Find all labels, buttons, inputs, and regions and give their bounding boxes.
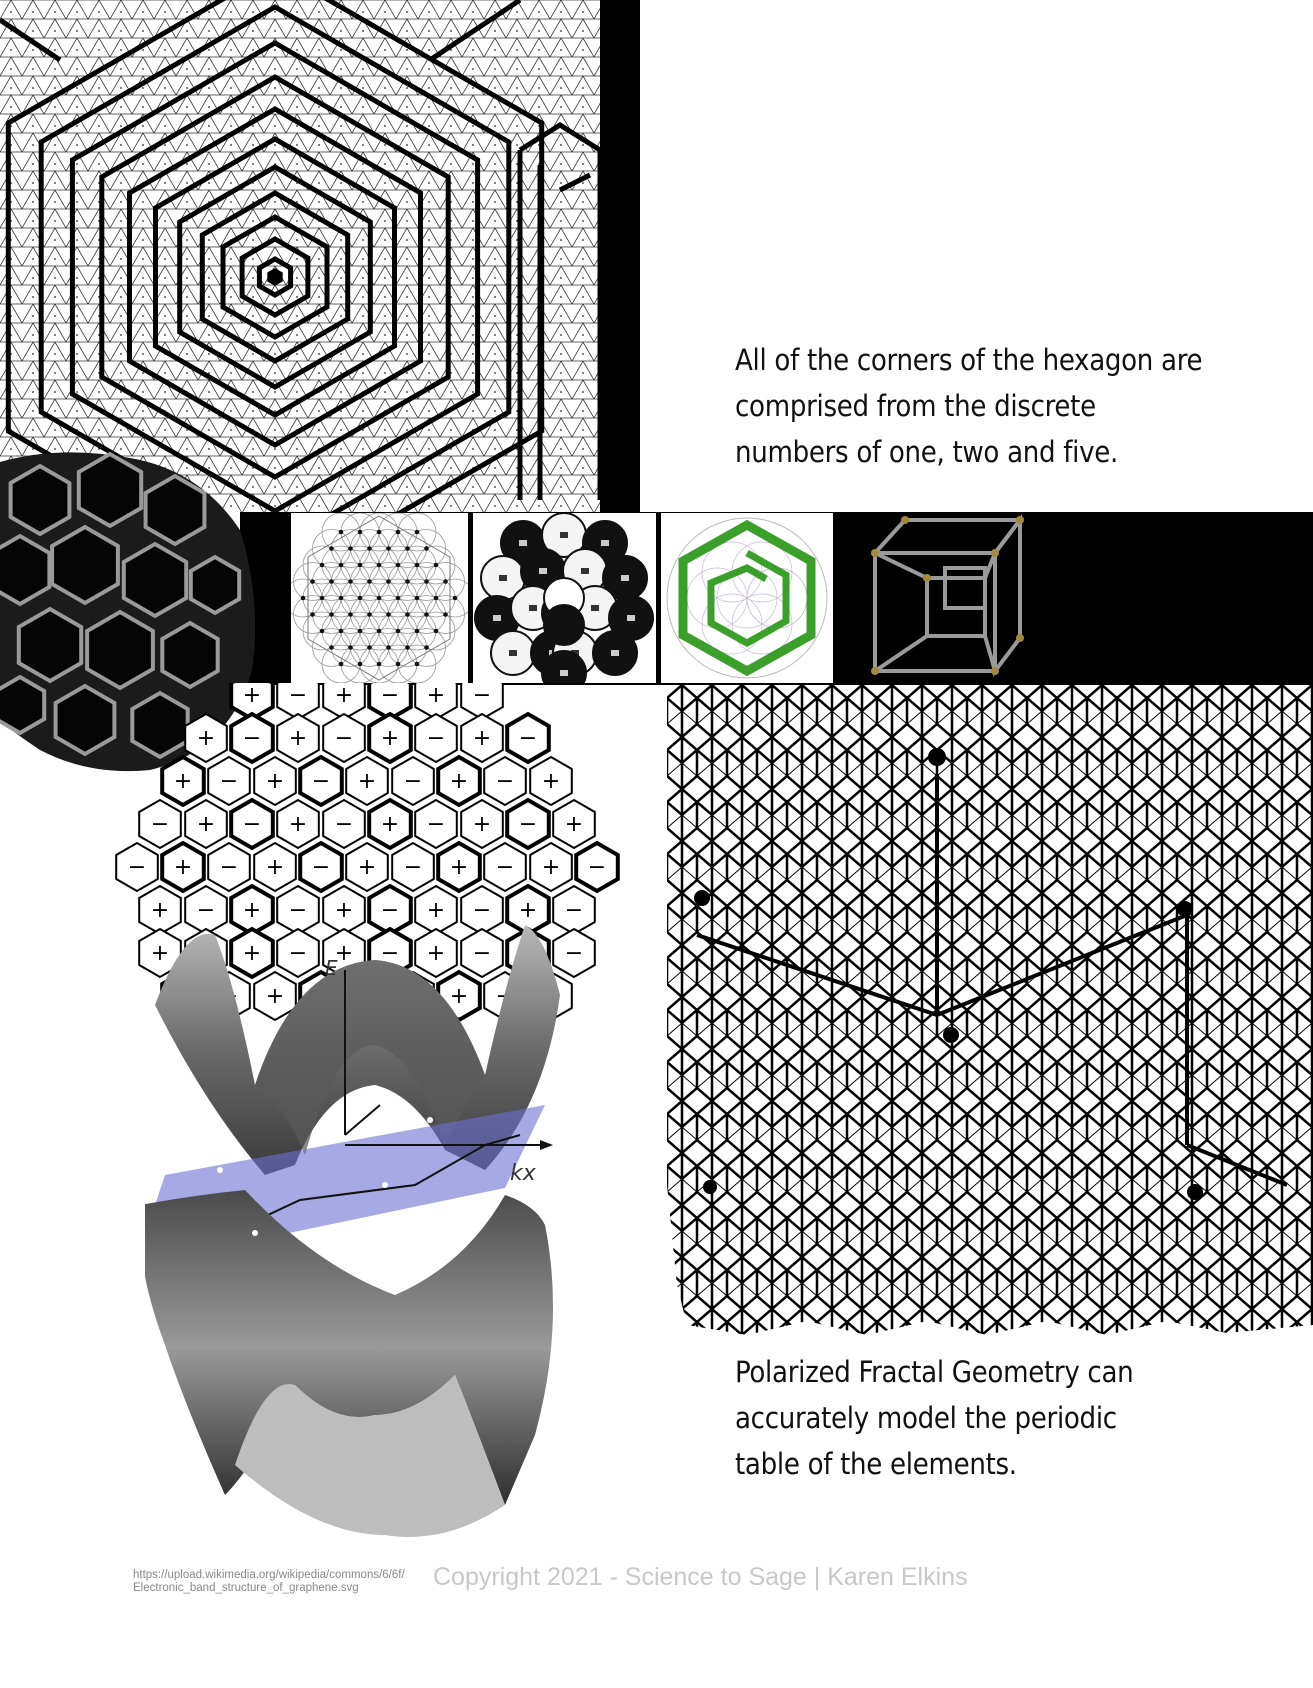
svg-text:+: + xyxy=(381,812,399,837)
svg-text:+: + xyxy=(243,941,261,966)
svg-text:−: − xyxy=(404,855,422,880)
thumbnail-tesseract xyxy=(845,508,1030,683)
svg-text:+: + xyxy=(565,812,583,837)
caption-fractal-geometry: Polarized Fractal Geometry can accuratel… xyxy=(735,1349,1134,1487)
svg-text:+: + xyxy=(174,855,192,880)
svg-text:+: + xyxy=(473,726,491,751)
svg-text:−: − xyxy=(496,769,514,794)
svg-text:−: − xyxy=(381,941,399,966)
svg-text:−: − xyxy=(312,855,330,880)
svg-text:+: + xyxy=(427,941,445,966)
svg-text:−: − xyxy=(289,941,307,966)
svg-text:−: − xyxy=(565,898,583,923)
svg-text:−: − xyxy=(427,726,445,751)
svg-text:−: − xyxy=(312,769,330,794)
green-hexagon-svg xyxy=(666,517,828,679)
thumbnail-sphere-packing xyxy=(473,513,656,683)
svg-text:+: + xyxy=(358,769,376,794)
svg-text:−: − xyxy=(289,898,307,923)
caption-line: numbers of one, two and five. xyxy=(735,435,1118,469)
svg-text:+: + xyxy=(427,683,445,708)
svg-text:−: − xyxy=(496,855,514,880)
svg-text:+: + xyxy=(381,726,399,751)
svg-text:+: + xyxy=(289,726,307,751)
caption-line: Polarized Fractal Geometry can xyxy=(735,1355,1134,1389)
graphene-band-structure: kx E K xyxy=(145,905,605,1545)
svg-text:−: − xyxy=(473,941,491,966)
source-url: https://upload.wikimedia.org/wikipedia/c… xyxy=(133,1569,405,1595)
svg-text:+: + xyxy=(519,898,537,923)
caption-line: comprised from the discrete xyxy=(735,389,1096,423)
hex-lattice-svg xyxy=(291,513,468,683)
svg-text:+: + xyxy=(358,855,376,880)
svg-text:−: − xyxy=(519,812,537,837)
thumbnail-green-hexagon xyxy=(661,513,833,683)
source-url-line: https://upload.wikimedia.org/wikipedia/c… xyxy=(133,1569,405,1581)
svg-text:−: − xyxy=(427,812,445,837)
svg-text:−: − xyxy=(404,769,422,794)
svg-text:−: − xyxy=(220,855,238,880)
caption-line: All of the corners of the hexagon are xyxy=(735,343,1203,377)
svg-text:−: − xyxy=(381,898,399,923)
caption-line: accurately model the periodic xyxy=(735,1401,1117,1435)
svg-text:+: + xyxy=(289,812,307,837)
svg-text:−: − xyxy=(243,726,261,751)
svg-text:+: + xyxy=(174,769,192,794)
svg-text:+: + xyxy=(151,941,169,966)
svg-text:+: + xyxy=(450,769,468,794)
svg-text:−: − xyxy=(151,812,169,837)
svg-text:−: − xyxy=(243,812,261,837)
svg-text:+: + xyxy=(197,726,215,751)
svg-text:+: + xyxy=(542,855,560,880)
svg-text:+: + xyxy=(243,898,261,923)
sphere-packing-svg xyxy=(474,513,654,683)
svg-text:+: + xyxy=(197,812,215,837)
svg-text:−: − xyxy=(335,812,353,837)
thumbnail-hex-lattice xyxy=(291,513,468,683)
svg-text:−: − xyxy=(197,898,215,923)
honeycomb-nest-svg xyxy=(0,451,256,772)
svg-text:+: + xyxy=(266,855,284,880)
fractal-rhombus-pattern xyxy=(667,685,1313,1335)
k-axis-label: kx xyxy=(510,1161,537,1186)
svg-text:−: − xyxy=(473,898,491,923)
copyright-notice: Copyright 2021 - Science to Sage | Karen… xyxy=(433,1563,968,1591)
svg-text:−: − xyxy=(128,855,146,880)
svg-text:−: − xyxy=(335,726,353,751)
caption-line: table of the elements. xyxy=(735,1447,1017,1481)
svg-text:+: + xyxy=(450,855,468,880)
svg-text:+: + xyxy=(243,683,261,708)
fractal-rhombus-svg xyxy=(667,685,1313,1335)
svg-text:+: + xyxy=(335,941,353,966)
svg-text:−: − xyxy=(519,726,537,751)
honeycomb-nest-photo xyxy=(0,450,260,775)
band-structure-svg: kx E K xyxy=(145,925,560,1537)
svg-text:+: + xyxy=(473,812,491,837)
hexagon-concentric-pattern xyxy=(0,0,640,512)
svg-text:+: + xyxy=(335,683,353,708)
svg-text:+: + xyxy=(266,769,284,794)
caption-hexagon-corners: All of the corners of the hexagon are co… xyxy=(735,337,1203,475)
svg-text:−: − xyxy=(565,941,583,966)
svg-text:+: + xyxy=(335,898,353,923)
svg-text:+: + xyxy=(450,984,468,1009)
svg-text:+: + xyxy=(427,898,445,923)
energy-axis-label: E xyxy=(325,956,338,980)
svg-text:−: − xyxy=(473,683,491,708)
svg-text:−: − xyxy=(289,683,307,708)
svg-text:−: − xyxy=(381,683,399,708)
svg-text:+: + xyxy=(151,898,169,923)
source-url-line: Electronic_band_structure_of_graphene.sv… xyxy=(133,1582,359,1594)
svg-text:−: − xyxy=(588,855,606,880)
svg-text:+: + xyxy=(266,984,284,1009)
tesseract-svg xyxy=(870,514,1025,677)
svg-text:+: + xyxy=(542,769,560,794)
svg-text:−: − xyxy=(220,769,238,794)
hexagon-concentric-svg xyxy=(0,0,640,512)
